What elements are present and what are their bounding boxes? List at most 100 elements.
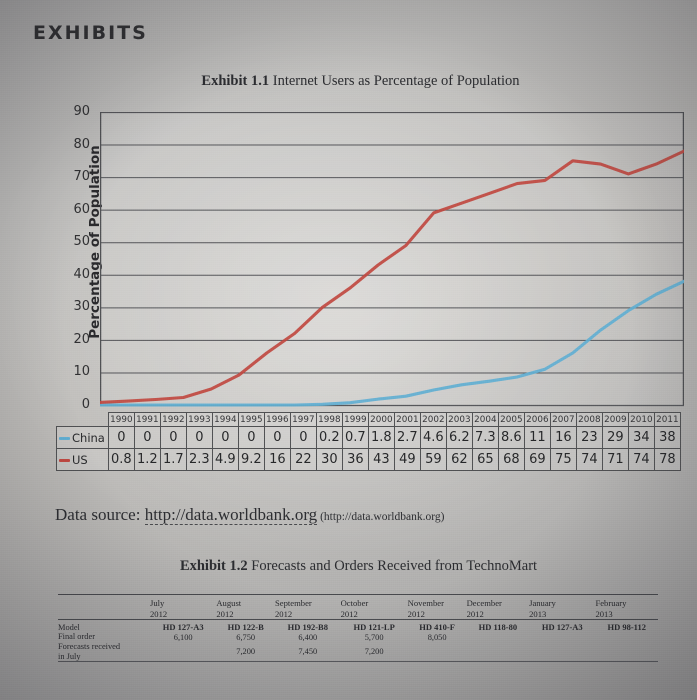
column-header-year: 2013 bbox=[529, 608, 547, 619]
value-cell: 1.8 bbox=[367, 426, 395, 449]
year-header-2011: 2011 bbox=[653, 412, 681, 427]
year-header-1997: 1997 bbox=[289, 412, 317, 427]
exhibit-1-2-label: Exhibit 1.2 bbox=[179, 558, 248, 574]
value-cell: 36 bbox=[341, 448, 369, 471]
column-header-year: 2012 bbox=[150, 608, 168, 619]
page-title: EXHIBITS bbox=[33, 22, 148, 44]
table-row: US 0.8 1.2 1.7 2.3 4.9 9.2 16 22 30 36 43 49 59 62 65 68… bbox=[56, 448, 681, 471]
value-cell: 9.2 bbox=[237, 448, 265, 471]
year-header-2002: 2002 bbox=[419, 412, 447, 427]
series-value-table: 1990 1991 1992 1993 1994 1995 1996 1997 1998 1999… bbox=[56, 412, 681, 471]
data-cell: HD 127-A3 bbox=[162, 622, 204, 633]
legend-swatch-icon bbox=[59, 436, 70, 440]
data-cell: 7,200 bbox=[364, 647, 384, 657]
y-axis-tick-30: 30 bbox=[73, 299, 90, 315]
data-cell bbox=[467, 632, 530, 642]
data-cell: HD 121-LP bbox=[353, 622, 395, 633]
value-cell: 4.9 bbox=[211, 448, 239, 471]
value-cell: 22 bbox=[289, 448, 317, 471]
legend-label: US bbox=[72, 452, 88, 467]
column-header-year: 2012 bbox=[340, 608, 358, 619]
data-cell bbox=[529, 642, 595, 662]
data-cell: 6,400 bbox=[298, 632, 318, 642]
value-cell: 68 bbox=[497, 448, 525, 471]
exhibit-1-2-caption: Forecasts and Orders Received from Techn… bbox=[247, 558, 538, 574]
row-label-line-2: in July bbox=[58, 651, 81, 661]
table-header-row: July 2012 August 2012 September 2012 October 20… bbox=[58, 598, 658, 620]
value-cell: 34 bbox=[627, 426, 655, 449]
column-header-july-2012: July 2012 bbox=[150, 598, 216, 620]
value-cell: 0 bbox=[263, 426, 291, 449]
data-cell: 7,200 bbox=[236, 647, 256, 657]
data-cell bbox=[467, 642, 530, 662]
column-header-year: 2013 bbox=[595, 608, 613, 619]
value-cell: 0 bbox=[237, 426, 265, 449]
data-cell: HD 122-B bbox=[227, 622, 264, 633]
value-cell: 30 bbox=[315, 448, 343, 471]
value-cell: 0 bbox=[159, 426, 187, 449]
data-cell: HD 410-F bbox=[419, 622, 455, 633]
column-header-month: July bbox=[150, 598, 165, 608]
year-header-2000: 2000 bbox=[367, 412, 395, 427]
value-cell: 71 bbox=[601, 448, 629, 471]
row-label-line-1: Final order bbox=[58, 632, 95, 642]
value-cell: 1.2 bbox=[133, 448, 161, 471]
data-cell: 7,450 bbox=[298, 647, 318, 657]
value-cell: 65 bbox=[471, 448, 499, 471]
table-row: Forecasts received in July 7,200 7,450 7,200 bbox=[58, 642, 658, 662]
column-header-month: September bbox=[275, 598, 312, 608]
year-header-1994: 1994 bbox=[211, 412, 239, 427]
data-cell: 6,750 bbox=[236, 632, 256, 642]
exhibit-1-2-title: Exhibit 1.2 Forecasts and Orders Receive… bbox=[10, 558, 697, 575]
table-row-years: 1990 1991 1992 1993 1994 1995 1996 1997 1998 1999… bbox=[57, 412, 681, 427]
y-axis-tick-20: 20 bbox=[73, 331, 90, 347]
year-header-2005: 2005 bbox=[497, 412, 525, 427]
data-source-line: Data source: http://data.worldbank.org (… bbox=[55, 505, 444, 525]
value-cell: 74 bbox=[627, 448, 655, 471]
value-cell: 0.7 bbox=[341, 426, 369, 449]
year-header-1995: 1995 bbox=[237, 412, 265, 427]
column-header-month: November bbox=[407, 598, 444, 608]
y-axis-tick-0: 0 bbox=[81, 397, 90, 412]
exhibit-1-1-label: Exhibit 1.1 bbox=[201, 73, 270, 89]
value-cell: 0.8 bbox=[107, 448, 135, 471]
year-header-1990: 1990 bbox=[107, 412, 135, 427]
value-cell: 23 bbox=[575, 426, 603, 449]
value-cell: 49 bbox=[393, 448, 421, 471]
value-cell: 29 bbox=[601, 426, 629, 449]
chart-svg bbox=[100, 112, 684, 407]
series-line-china bbox=[100, 279, 684, 407]
table-bottom-rule bbox=[58, 661, 658, 665]
year-header-1993: 1993 bbox=[185, 412, 213, 427]
data-cell: HD 98-112 bbox=[607, 622, 646, 633]
data-cell: 6,100 bbox=[173, 632, 193, 642]
data-cell: 5,700 bbox=[364, 632, 384, 642]
chart-plot-area bbox=[100, 112, 684, 407]
value-cell: 0 bbox=[185, 426, 213, 449]
row-label-line-1: Model bbox=[58, 622, 80, 632]
value-cell: 43 bbox=[367, 448, 395, 471]
year-header-2010: 2010 bbox=[627, 412, 655, 427]
column-header-february-2013: February 2013 bbox=[595, 598, 658, 620]
value-cell: 0 bbox=[133, 426, 161, 449]
y-axis-tick-50: 50 bbox=[73, 234, 90, 250]
value-cell: 0 bbox=[211, 426, 239, 449]
value-cell: 62 bbox=[445, 448, 473, 471]
value-cell: 6.2 bbox=[445, 426, 473, 449]
source-url-link[interactable]: http://data.worldbank.org bbox=[144, 505, 318, 525]
data-cell bbox=[150, 642, 216, 662]
value-cell: 0 bbox=[289, 426, 317, 449]
column-header-year: 2012 bbox=[466, 608, 484, 619]
data-cell: HD 127-A3 bbox=[541, 622, 583, 633]
year-header-2004: 2004 bbox=[471, 412, 499, 427]
column-header-month: January bbox=[529, 598, 556, 608]
value-cell: 0.2 bbox=[315, 426, 343, 449]
source-url-parenthetical: (http://data.worldbank.org) bbox=[317, 511, 445, 523]
chart-data-table: 1990 1991 1992 1993 1994 1995 1996 1997 1998 1999… bbox=[56, 412, 681, 471]
data-cell: HD 118-80 bbox=[478, 622, 518, 633]
y-axis-tick-90: 90 bbox=[73, 104, 90, 119]
y-axis-tick-10: 10 bbox=[73, 364, 90, 380]
value-cell: 38 bbox=[653, 426, 681, 449]
value-cell: 74 bbox=[575, 448, 603, 471]
table-header-rule bbox=[58, 619, 658, 623]
